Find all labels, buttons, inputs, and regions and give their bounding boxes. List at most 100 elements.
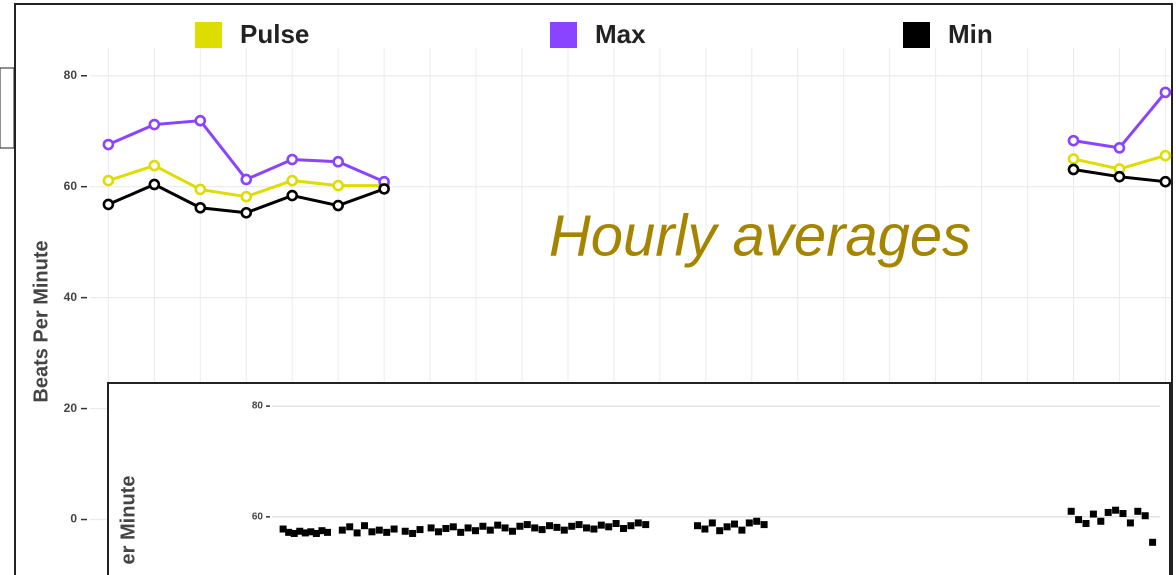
legend-label: Max bbox=[595, 19, 646, 49]
annotation: Hourly averages bbox=[549, 203, 971, 268]
point bbox=[286, 153, 299, 166]
point bbox=[102, 198, 115, 211]
point bbox=[494, 521, 502, 529]
point bbox=[375, 526, 383, 534]
point bbox=[1159, 149, 1172, 162]
legend-swatch bbox=[195, 22, 222, 48]
point bbox=[1075, 516, 1083, 524]
point bbox=[240, 206, 253, 219]
point bbox=[479, 522, 487, 530]
y-tick-label: 60 bbox=[64, 179, 78, 193]
point bbox=[1159, 175, 1172, 188]
point bbox=[307, 528, 315, 536]
point bbox=[286, 189, 299, 202]
point bbox=[708, 519, 716, 527]
point bbox=[102, 174, 115, 187]
point bbox=[753, 517, 761, 525]
point bbox=[346, 523, 354, 531]
point bbox=[627, 522, 635, 530]
legend-label: Min bbox=[948, 19, 993, 49]
point bbox=[383, 528, 391, 536]
point bbox=[516, 522, 524, 530]
point bbox=[509, 527, 516, 535]
point bbox=[1067, 134, 1080, 147]
point bbox=[416, 526, 424, 534]
point bbox=[435, 528, 442, 536]
point bbox=[546, 522, 553, 530]
point bbox=[531, 524, 539, 532]
point bbox=[1113, 142, 1126, 154]
point bbox=[568, 522, 576, 530]
point bbox=[1159, 86, 1172, 99]
point bbox=[745, 519, 753, 527]
point bbox=[731, 520, 738, 528]
point bbox=[286, 174, 299, 187]
point bbox=[605, 523, 613, 531]
y-axis-label: er Minute bbox=[117, 476, 139, 565]
point bbox=[148, 118, 161, 131]
point bbox=[583, 524, 590, 532]
point bbox=[290, 529, 298, 537]
point bbox=[332, 155, 344, 168]
point bbox=[1104, 508, 1112, 516]
point bbox=[1067, 153, 1080, 165]
legend-swatch bbox=[550, 22, 577, 48]
point bbox=[472, 527, 479, 535]
point bbox=[1119, 510, 1127, 518]
point bbox=[148, 178, 161, 191]
point bbox=[332, 199, 344, 212]
point bbox=[701, 525, 709, 533]
y-tick-label: 0 bbox=[70, 512, 77, 526]
point bbox=[597, 521, 605, 529]
point bbox=[1067, 163, 1080, 176]
point bbox=[486, 526, 494, 534]
y-tick-label: 60 bbox=[252, 511, 264, 522]
point bbox=[538, 526, 546, 534]
point bbox=[501, 524, 509, 532]
fragment-frame bbox=[0, 67, 15, 149]
point bbox=[449, 523, 457, 531]
point bbox=[368, 528, 376, 536]
point bbox=[1082, 519, 1090, 527]
point bbox=[1067, 507, 1075, 515]
point bbox=[634, 519, 642, 527]
point bbox=[296, 527, 304, 535]
point bbox=[716, 527, 724, 535]
point bbox=[240, 190, 253, 203]
legend-swatch bbox=[903, 22, 930, 48]
point bbox=[378, 183, 390, 195]
point bbox=[620, 524, 627, 532]
point bbox=[1097, 517, 1105, 525]
point bbox=[523, 521, 531, 529]
point bbox=[301, 529, 309, 537]
point bbox=[318, 527, 326, 535]
point bbox=[723, 523, 731, 531]
point bbox=[361, 522, 368, 530]
point bbox=[1149, 538, 1157, 546]
point bbox=[1134, 507, 1142, 515]
point bbox=[285, 528, 293, 536]
point bbox=[642, 521, 650, 529]
point bbox=[194, 114, 207, 127]
point bbox=[457, 528, 465, 536]
point bbox=[324, 528, 331, 536]
y-axis-label: Beats Per Minute bbox=[30, 240, 52, 402]
point bbox=[338, 526, 346, 534]
legend-label: Pulse bbox=[240, 19, 309, 49]
y-tick-label: 20 bbox=[64, 401, 78, 415]
point bbox=[332, 179, 344, 192]
inset-chart: 60 80 er Minute bbox=[107, 382, 1171, 575]
point bbox=[148, 159, 161, 172]
point bbox=[427, 524, 435, 532]
point bbox=[738, 526, 746, 534]
point bbox=[575, 521, 583, 529]
point bbox=[553, 523, 561, 531]
point bbox=[560, 526, 568, 534]
point bbox=[1089, 510, 1097, 518]
y-tick-label: 80 bbox=[252, 401, 264, 412]
point bbox=[353, 529, 361, 537]
point bbox=[194, 201, 207, 214]
point bbox=[312, 529, 320, 537]
point bbox=[1126, 519, 1134, 527]
